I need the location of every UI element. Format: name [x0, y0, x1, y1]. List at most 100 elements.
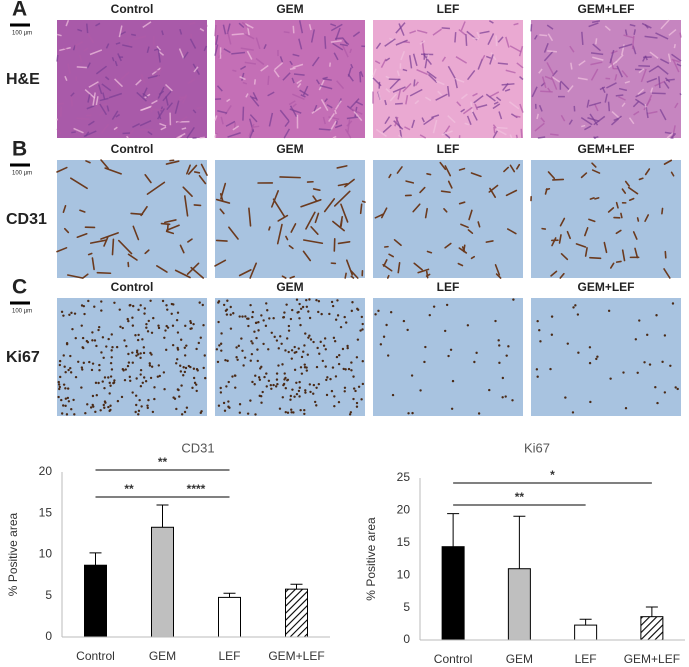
nucleus — [217, 320, 220, 324]
tissue-fiber — [408, 55, 413, 69]
tissue-fiber — [479, 30, 490, 35]
nucleus — [109, 408, 112, 412]
nucleus — [475, 351, 478, 355]
tissue-fiber — [618, 96, 626, 101]
tissue-fiber — [593, 136, 599, 139]
vessel — [495, 273, 502, 279]
nucleus — [61, 404, 65, 407]
nucleus — [59, 375, 62, 379]
tissue-fiber — [577, 77, 588, 81]
vessel — [424, 207, 428, 219]
nucleus — [266, 309, 269, 312]
tissue-fiber — [447, 115, 456, 124]
nucleus — [58, 387, 61, 391]
significance-label: **** — [187, 482, 206, 496]
vessel — [413, 262, 423, 271]
nucleus — [179, 370, 183, 373]
tissue-fiber — [174, 100, 180, 114]
tissue-fiber — [282, 72, 291, 81]
tissue-fiber — [492, 103, 501, 110]
nucleus — [60, 398, 63, 402]
vessel — [63, 227, 70, 234]
tissue-fiber — [476, 104, 488, 109]
vessel — [505, 189, 518, 197]
panel-letter: A — [12, 0, 27, 21]
nucleus — [336, 314, 340, 317]
tissue-fiber — [398, 134, 403, 139]
tissue-fiber — [633, 110, 640, 116]
nucleus — [125, 345, 128, 348]
nucleus — [150, 331, 154, 334]
nucleus — [588, 346, 592, 349]
tissue-fiber — [431, 114, 440, 119]
nucleus — [299, 366, 303, 369]
tissue-fiber — [642, 55, 647, 62]
tissue-fiber — [76, 66, 88, 69]
nucleus — [176, 331, 180, 334]
tissue-fiber — [300, 94, 306, 98]
tissue-fiber — [505, 36, 510, 48]
micrograph — [57, 298, 207, 416]
vessel — [281, 275, 287, 279]
nucleus — [68, 313, 71, 316]
nucleus — [622, 371, 625, 374]
nucleus — [655, 314, 658, 317]
tissue-fiber — [161, 30, 164, 36]
vessel — [382, 259, 388, 267]
nucleus — [445, 303, 449, 307]
nucleus — [284, 410, 287, 414]
nucleus — [90, 368, 94, 372]
nucleus — [339, 325, 343, 329]
nucleus — [246, 412, 250, 415]
nucleus — [143, 312, 146, 315]
nucleus — [329, 377, 332, 381]
tissue-fiber — [310, 29, 316, 43]
nucleus — [126, 364, 130, 368]
nucleus — [204, 376, 207, 380]
nucleus — [187, 364, 191, 368]
tissue-fiber — [679, 32, 682, 38]
nucleus — [289, 394, 293, 398]
tissue-fiber — [497, 62, 508, 65]
nucleus — [165, 348, 168, 352]
tissue-fiber — [350, 98, 360, 109]
nucleus — [218, 344, 221, 347]
tissue-fiber — [397, 88, 402, 100]
vessel — [607, 207, 615, 213]
tissue-fiber — [552, 70, 558, 77]
micrograph-bg — [57, 298, 207, 416]
tissue-fiber — [231, 51, 246, 55]
tissue-fiber — [501, 83, 515, 86]
nucleus — [134, 394, 138, 397]
nucleus — [151, 410, 155, 414]
nucleus — [350, 369, 353, 372]
tissue-fiber — [569, 45, 575, 53]
tissue-fiber — [663, 81, 670, 89]
nucleus — [260, 401, 263, 404]
vessel — [359, 203, 363, 215]
nucleus — [140, 405, 143, 408]
nucleus — [77, 360, 80, 363]
nucleus — [86, 403, 89, 406]
column-label: GEM — [276, 2, 303, 16]
nucleus — [147, 319, 150, 323]
vessel — [457, 262, 464, 267]
tissue-fiber — [679, 92, 682, 96]
tissue-fiber — [578, 60, 586, 66]
vessel — [615, 201, 619, 209]
tissue-fiber — [385, 57, 391, 62]
nucleus — [432, 305, 436, 308]
tissue-fiber — [514, 115, 521, 118]
tissue-fiber — [624, 80, 630, 84]
nucleus — [91, 394, 95, 398]
tissue-fiber — [472, 92, 478, 97]
nucleus — [258, 394, 261, 398]
nucleus — [175, 318, 179, 322]
nucleus — [386, 354, 390, 357]
nucleus — [107, 376, 110, 379]
tissue-fiber — [339, 43, 348, 47]
tissue-fiber — [664, 131, 676, 135]
nucleus — [238, 411, 242, 414]
vessel — [56, 166, 68, 173]
tissue-fiber — [140, 73, 146, 84]
